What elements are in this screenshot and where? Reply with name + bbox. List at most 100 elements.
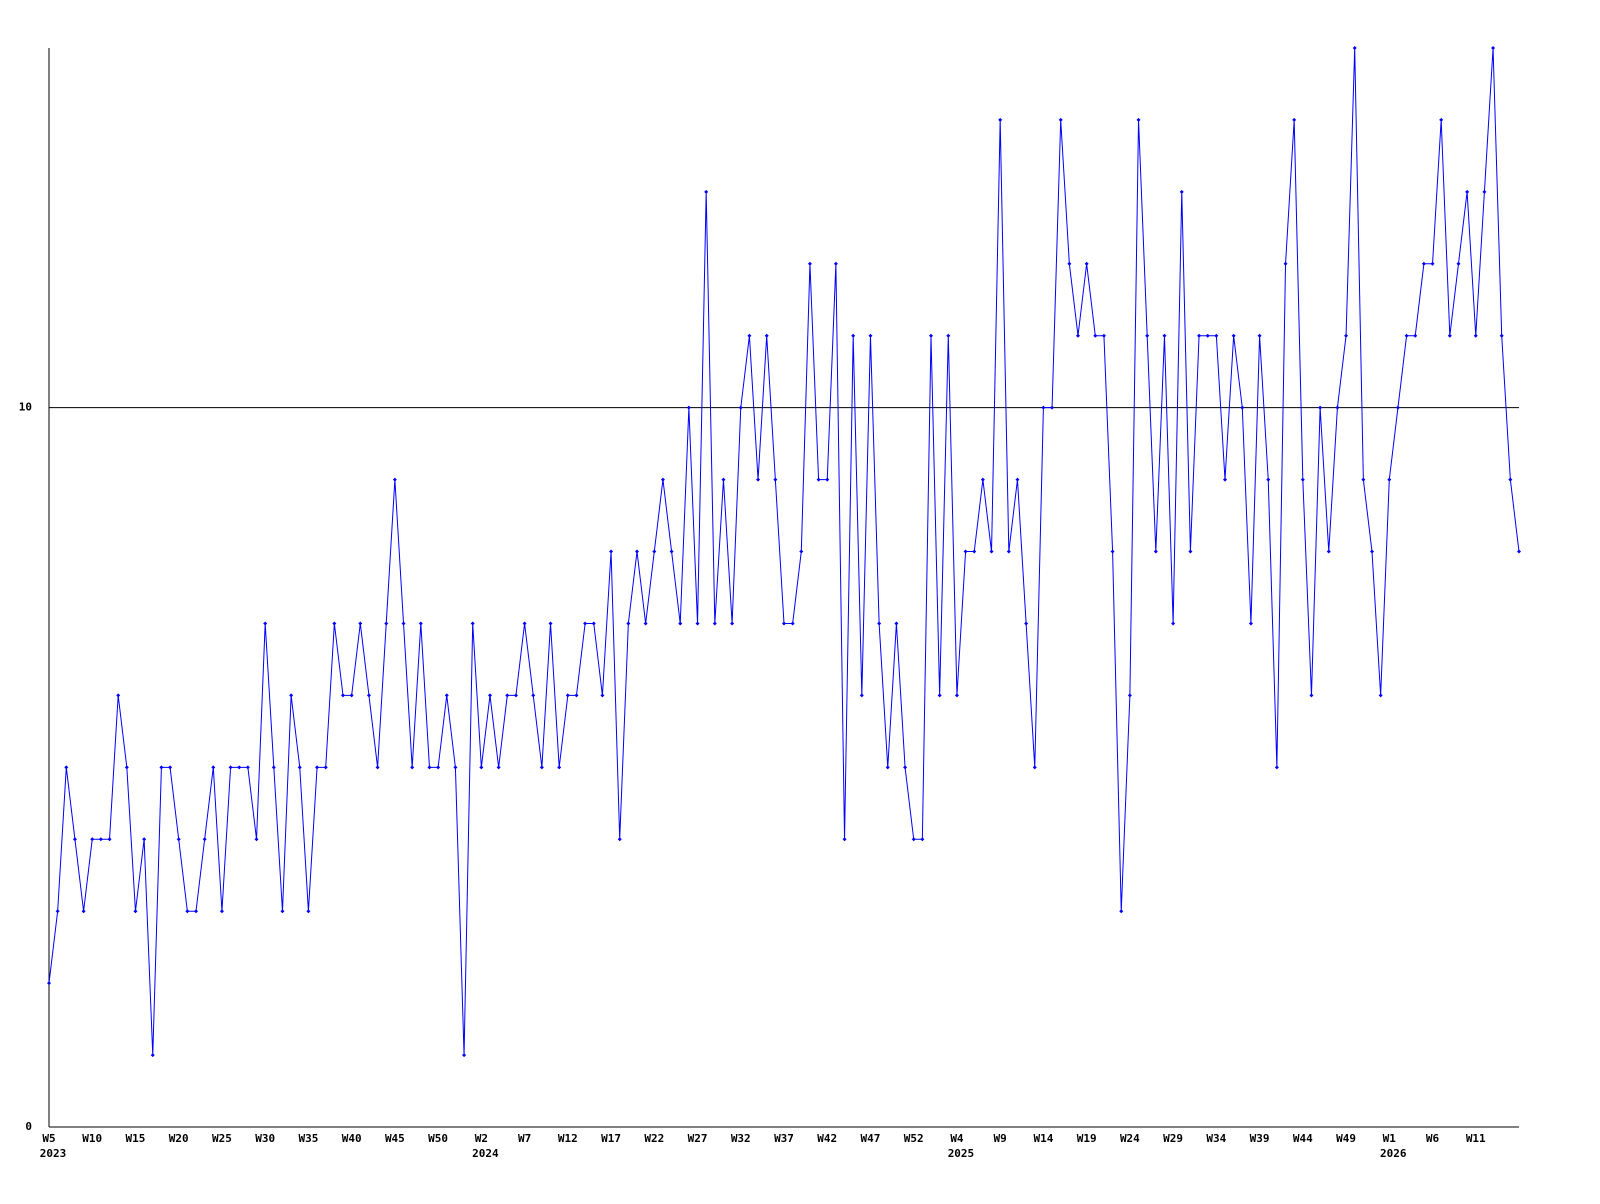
x-tick-label: W2 [475, 1132, 488, 1145]
data-point [730, 621, 735, 626]
data-point [341, 693, 345, 698]
data-point [72, 837, 77, 842]
data-point [591, 621, 596, 626]
data-point [349, 693, 354, 698]
data-point [1015, 477, 1020, 482]
data-point [851, 333, 856, 338]
x-tick-label: W4 [950, 1132, 964, 1145]
data-point [1378, 693, 1383, 698]
data-point [557, 765, 562, 770]
data-point [1188, 549, 1193, 554]
data-point [1050, 405, 1055, 410]
data-point [1387, 477, 1392, 482]
data-point [1084, 261, 1089, 266]
data-point [678, 621, 683, 626]
data-point [47, 981, 51, 986]
data-point [280, 909, 285, 914]
data-point [1413, 333, 1418, 338]
data-point [937, 693, 942, 698]
data-point [868, 333, 873, 338]
data-point [833, 261, 838, 266]
data-point [462, 1053, 467, 1058]
data-point [306, 909, 311, 914]
data-point [911, 837, 916, 842]
x-tick-label: W9 [994, 1132, 1007, 1145]
data-point [963, 549, 968, 554]
data-point [1439, 117, 1444, 122]
data-point [1145, 333, 1150, 338]
data-point [1240, 405, 1245, 410]
data-point [1395, 405, 1400, 410]
data-point [1110, 549, 1115, 554]
x-year-label: 2026 [1380, 1147, 1407, 1160]
data-point [756, 477, 761, 482]
x-tick-label: W27 [688, 1132, 708, 1145]
data-point [1214, 333, 1219, 338]
data-point [816, 477, 821, 482]
x-tick-label: W20 [169, 1132, 189, 1145]
data-point [142, 837, 147, 842]
data-point [81, 909, 86, 914]
data-point [245, 765, 250, 770]
data-point [107, 837, 112, 842]
data-point [271, 765, 276, 770]
y-tick-label: 10 [19, 401, 32, 414]
data-point [842, 837, 847, 842]
x-tick-label: W14 [1033, 1132, 1053, 1145]
x-tick-label: W32 [731, 1132, 751, 1145]
data-point [211, 765, 216, 770]
data-point [1517, 549, 1521, 554]
data-point [773, 477, 778, 482]
data-point [289, 693, 294, 698]
data-point [98, 837, 103, 842]
data-point [1223, 477, 1227, 482]
x-tick-label: W40 [342, 1132, 362, 1145]
x-tick-label: W47 [861, 1132, 881, 1145]
data-point [583, 621, 588, 626]
data-point [1283, 261, 1288, 266]
data-point [488, 693, 492, 698]
data-point [237, 765, 242, 770]
data-point [55, 909, 60, 914]
data-point [1499, 333, 1504, 338]
data-point [721, 477, 726, 482]
data-point [1032, 765, 1037, 770]
data-point [219, 909, 224, 914]
data-point [366, 693, 371, 698]
x-tick-label: W1 [1383, 1132, 1397, 1145]
data-point [1491, 46, 1496, 50]
y-tick-label: 0 [25, 1120, 32, 1133]
data-point [1309, 693, 1314, 698]
x-tick-label: W11 [1466, 1132, 1486, 1145]
x-tick-label: W25 [212, 1132, 232, 1145]
data-point [1300, 477, 1305, 482]
data-point [392, 477, 397, 482]
data-point [418, 621, 423, 626]
data-point [807, 261, 812, 266]
data-point [522, 621, 527, 626]
data-point [626, 621, 631, 626]
data-point [133, 909, 138, 914]
x-tick-label: W44 [1293, 1132, 1313, 1145]
data-point [194, 909, 198, 914]
data-point [505, 693, 510, 698]
data-point [479, 765, 484, 770]
x-tick-label: W24 [1120, 1132, 1140, 1145]
data-point [1482, 189, 1487, 194]
data-point [332, 621, 337, 626]
data-point [609, 549, 614, 554]
data-point [176, 837, 181, 842]
data-point [1508, 477, 1513, 482]
data-point [859, 693, 864, 698]
data-point [747, 333, 752, 338]
data-point [1006, 549, 1011, 554]
data-point [1205, 333, 1210, 338]
data-point [90, 837, 95, 842]
data-point [1465, 189, 1470, 194]
data-point [712, 621, 717, 626]
data-point [444, 693, 449, 698]
data-point [263, 621, 268, 626]
data-point [1274, 765, 1279, 770]
data-point [574, 693, 579, 698]
